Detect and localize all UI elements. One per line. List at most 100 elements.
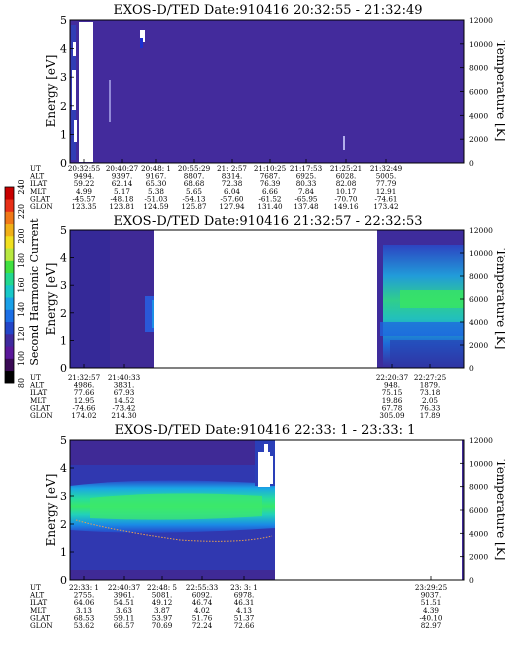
table-cell: 53.62 — [74, 621, 95, 630]
colorbar-tick-label: 220 — [17, 204, 26, 219]
table-cell: 10.17 — [336, 187, 357, 196]
colorbar-cell — [5, 199, 14, 212]
y2-tick-label: 2000 — [469, 553, 488, 562]
table-row-label: MLT — [30, 187, 47, 196]
y-tick-label: 4 — [60, 462, 67, 475]
table-cell: 4.13 — [236, 606, 252, 615]
table-cell: 75.15 — [382, 388, 403, 397]
y-tick-group: 0 1 2 3 4 5 — [60, 14, 74, 170]
colorbar-cell — [5, 358, 14, 372]
table-cell: 305.09 — [379, 411, 405, 420]
table-cell: 149.16 — [333, 202, 359, 211]
table-cell: 17.89 — [420, 411, 441, 420]
table-cell: 131.40 — [257, 202, 283, 211]
y2-tick-label: 12000 — [469, 436, 493, 445]
table-cell: 21:17:53 — [290, 164, 323, 173]
y2-tick-label: 8000 — [469, 483, 488, 492]
table-cell: 22:20:37 — [376, 373, 409, 382]
table-row-label: GLON — [30, 202, 53, 211]
table-cell: 6978. — [234, 591, 255, 600]
y-tick-label: 1 — [60, 128, 67, 141]
colorbar-tick-label: 80 — [17, 378, 26, 388]
table-cell: -74.61 — [374, 194, 397, 203]
table-cell: 125.87 — [181, 202, 207, 211]
colorbar-cell — [5, 223, 14, 237]
table-cell: 82.08 — [336, 179, 357, 188]
y-tick-label: 1 — [60, 334, 67, 347]
table-cell: 3961. — [114, 591, 135, 600]
y-tick-label: 4 — [60, 43, 67, 56]
y2-tick-label: 6000 — [469, 295, 488, 304]
colorbar-cell — [5, 211, 14, 225]
table-cell: 77.66 — [74, 388, 95, 397]
table-cell: 77.79 — [376, 179, 397, 188]
colorbar-cell — [5, 334, 14, 347]
colorbar-frame — [4, 186, 15, 384]
table-cell: 5081. — [152, 591, 173, 600]
colorbar-cell — [5, 187, 14, 200]
table-cell: 76.33 — [420, 403, 441, 412]
panel-title: EXOS-D/TED Date:910416 22:33: 1 - 23:33:… — [115, 423, 416, 438]
y2-tick-label: 4000 — [469, 111, 488, 120]
table-cell: 82.97 — [421, 621, 442, 630]
colorbar-tick-label: 240 — [17, 179, 26, 194]
y-axis-label: Energy [eV] — [44, 474, 58, 547]
y-tick-label: 0 — [60, 362, 67, 375]
y2-tick-label: 0 — [469, 159, 474, 168]
panel-1: EXOS-D/TED Date:910416 20:32:55 - 21:32:… — [29, 3, 505, 211]
colorbar-cell — [5, 272, 14, 286]
table-cell: 7.84 — [298, 187, 314, 196]
y2-tick-label: 0 — [469, 576, 474, 585]
table-cell: 23:29:25 — [415, 583, 448, 592]
table-cell: 2.05 — [422, 396, 438, 405]
table-cell: 46.74 — [192, 598, 213, 607]
colorbar-tick-label: 180 — [17, 253, 26, 268]
table-cell: 137.48 — [293, 202, 319, 211]
table-cell: 53.97 — [152, 613, 173, 622]
y-tick-label: 5 — [60, 434, 67, 447]
table-cell: 20:48: 1 — [141, 164, 171, 173]
y-tick-label: 1 — [60, 546, 67, 559]
table-cell: 123.81 — [109, 202, 134, 211]
table-cell: 54.51 — [114, 598, 135, 607]
table-cell: -48.18 — [110, 194, 133, 203]
table-cell: 4.99 — [76, 187, 92, 196]
table-cell: 14.52 — [114, 396, 135, 405]
table-cell: 6028. — [336, 172, 357, 181]
table-cell: 22:55:33 — [186, 583, 219, 592]
table-cell: 59.11 — [114, 613, 135, 622]
table-cell: -57.60 — [220, 194, 243, 203]
y2-tick-label: 10000 — [469, 459, 493, 468]
panel-3: EXOS-D/TED Date:910416 22:33: 1 - 23:33:… — [29, 423, 505, 630]
table-cell: 19.86 — [382, 396, 403, 405]
table-cell: 127.94 — [219, 202, 245, 211]
table-cell: 51.51 — [421, 598, 442, 607]
y2-tick-label: 6000 — [469, 88, 488, 97]
y2-axis-label: Temperature [K] — [494, 460, 505, 561]
heatmap-area — [70, 440, 464, 580]
table-row-label: GLON — [30, 411, 53, 420]
table-cell: -73.42 — [112, 403, 135, 412]
panel-title: EXOS-D/TED Date:910416 21:32:57 - 22:32:… — [113, 214, 422, 229]
table-cell: 948. — [384, 381, 400, 390]
table-row-label: UT — [30, 373, 41, 382]
table-cell: 2755. — [74, 591, 95, 600]
y-tick-label: 2 — [60, 518, 67, 531]
table-cell: 67.78 — [382, 403, 403, 412]
table-row-label: GLAT — [30, 403, 50, 412]
colorbar-cell — [5, 309, 14, 323]
y2-axis-label: Temperature [K] — [494, 249, 505, 350]
table-row-label: ALT — [29, 381, 44, 390]
table-row-label: ILAT — [30, 388, 47, 397]
colorbar-cell — [5, 297, 14, 310]
table-cell: -40.10 — [419, 613, 442, 622]
table-cell: 4.02 — [194, 606, 210, 615]
table-cell: 12.95 — [74, 396, 95, 405]
table-cell: 22:40:37 — [108, 583, 141, 592]
table-cell: 8807. — [184, 172, 205, 181]
table-cell: 5.65 — [186, 187, 202, 196]
table-cell: 70.69 — [152, 621, 173, 630]
table-cell: 21:40:33 — [108, 373, 141, 382]
